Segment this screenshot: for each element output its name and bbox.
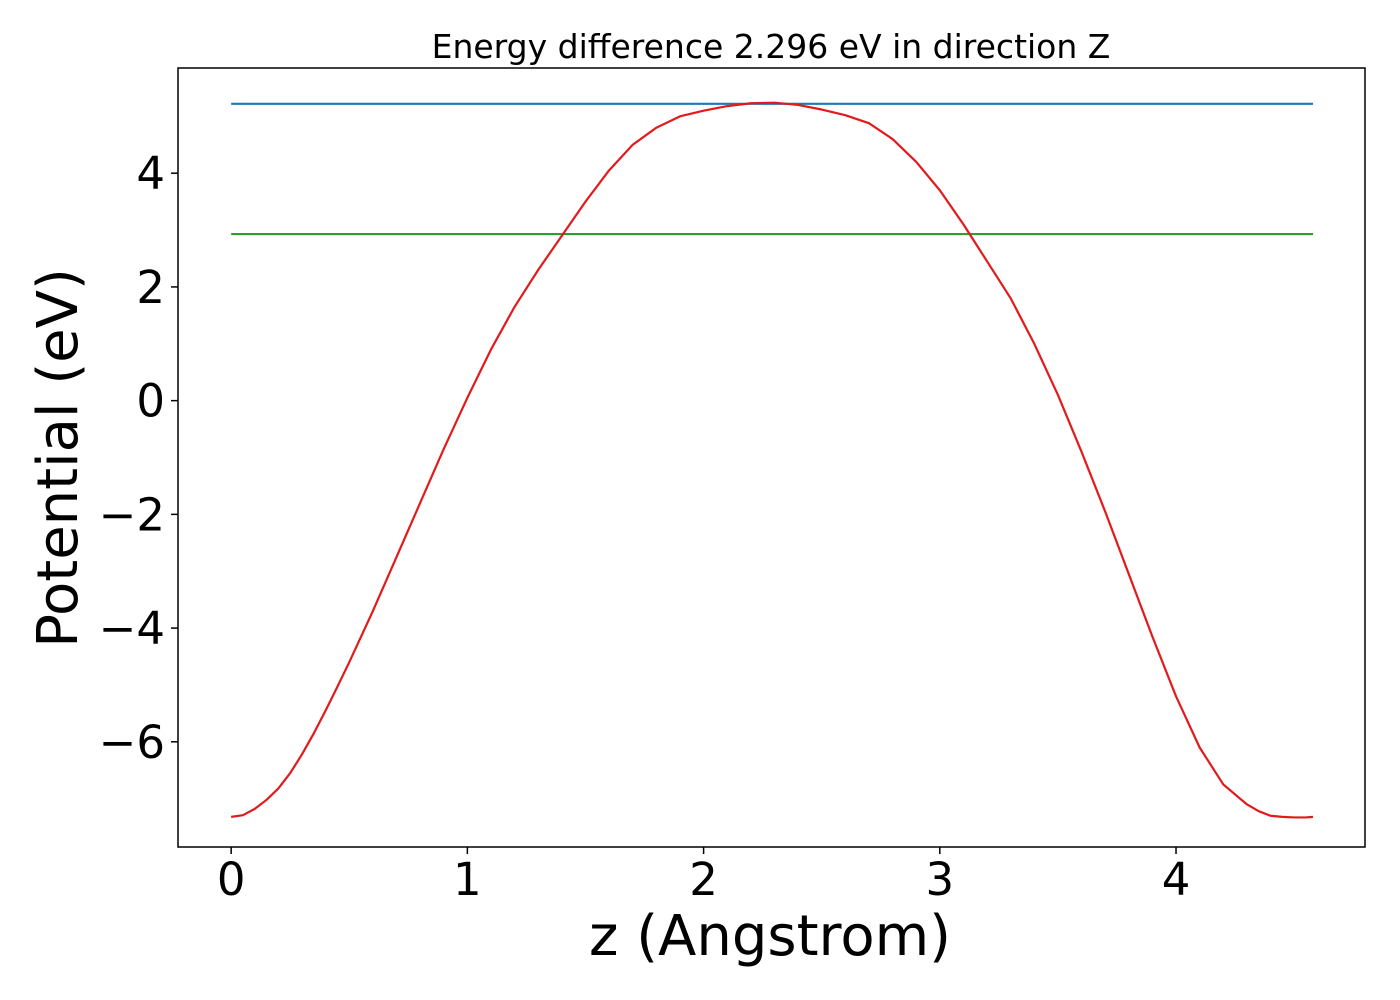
x-tick-label: 3: [925, 853, 954, 906]
y-axis-label: Potential (eV): [26, 268, 91, 648]
y-tick-label: −4: [99, 602, 165, 655]
y-tick-label: −2: [99, 488, 165, 541]
x-axis-ticks: 0 1 2 3 4: [217, 847, 1191, 906]
plot-area-frame: [177, 67, 1366, 848]
series-line-3: [230, 101, 1314, 819]
chart-title: Energy difference 2.296 eV in direction …: [432, 27, 1111, 66]
series-layer: [230, 101, 1314, 819]
x-tick-label: 2: [689, 853, 718, 906]
x-tick-label: 1: [453, 853, 482, 906]
x-axis-label: z (Angstrom): [589, 904, 951, 969]
x-tick-label: 4: [1162, 853, 1191, 906]
y-tick-label: −6: [99, 716, 165, 769]
y-axis-ticks: −6 −4 −2 0 2 4: [99, 147, 178, 769]
y-tick-label: 0: [136, 375, 165, 428]
y-tick-label: 2: [136, 261, 165, 314]
y-tick-label: 4: [136, 147, 165, 200]
x-tick-label: 0: [217, 853, 246, 906]
